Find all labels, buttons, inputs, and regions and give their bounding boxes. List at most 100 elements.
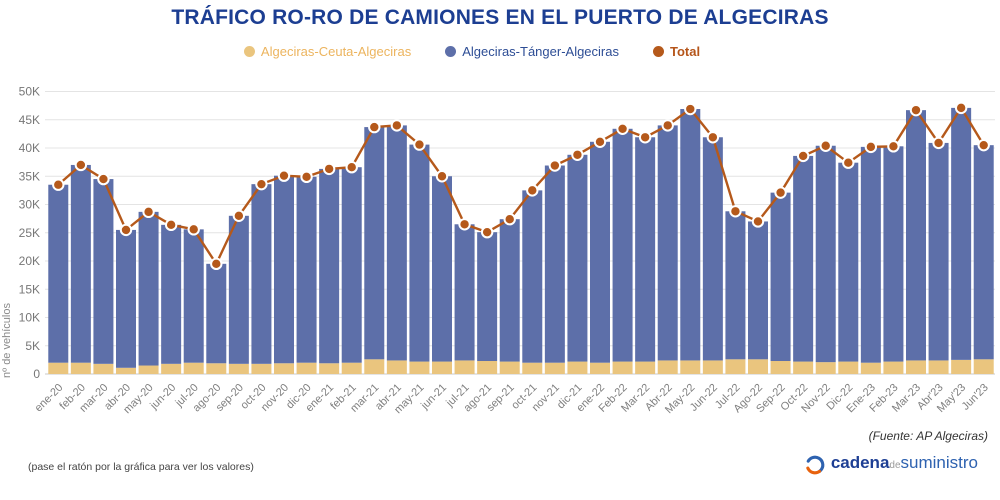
bar-segment-ceuta[interactable] (70, 362, 91, 374)
total-dot[interactable] (526, 184, 539, 197)
legend-item-ceuta[interactable]: Algeciras-Ceuta-Algeciras (243, 44, 411, 59)
bar-segment-tanger[interactable] (590, 141, 610, 363)
total-dot[interactable] (413, 138, 426, 151)
total-dot[interactable] (435, 170, 449, 183)
bar-segment-tanger[interactable] (364, 127, 385, 360)
bar-segment-tanger[interactable] (635, 137, 656, 362)
total-dot[interactable] (616, 122, 629, 135)
bar-segment-tanger[interactable] (838, 162, 859, 362)
total-dot[interactable] (503, 212, 516, 226)
total-dot[interactable] (864, 140, 878, 154)
bar-segment-tanger[interactable] (183, 229, 204, 363)
bar-segment-tanger[interactable] (228, 215, 249, 364)
bar-segment-tanger[interactable] (274, 175, 294, 364)
bar-segment-tanger[interactable] (770, 192, 791, 362)
total-dot[interactable] (187, 223, 200, 236)
total-dot[interactable] (571, 148, 584, 161)
total-dot[interactable] (819, 139, 832, 152)
total-dot[interactable] (887, 140, 900, 153)
bar-segment-ceuta[interactable] (657, 360, 678, 374)
bar-segment-tanger[interactable] (70, 164, 91, 363)
bar-segment-ceuta[interactable] (409, 361, 430, 374)
legend-item-tanger[interactable]: Algeciras-Tánger-Algeciras (445, 44, 619, 59)
stacked-bar-chart[interactable]: 0 5K 10K 15K 20K 25K 30K 35K 40K 45K 50K nº de vehí… (0, 70, 1000, 415)
bar-segment-tanger[interactable] (883, 146, 904, 362)
bar-segment-ceuta[interactable] (93, 363, 114, 374)
bar-segment-tanger[interactable] (680, 109, 701, 361)
bar-segment-tanger[interactable] (928, 142, 949, 361)
bar-segment-tanger[interactable] (454, 224, 475, 361)
cadena-de-suministro-logo[interactable]: cadenadesuministro (804, 452, 978, 477)
bar-segment-ceuta[interactable] (612, 361, 633, 374)
total-dot[interactable] (390, 119, 404, 132)
total-dot[interactable] (164, 218, 178, 232)
bar-segment-tanger[interactable] (725, 211, 746, 360)
total-dot[interactable] (52, 178, 65, 191)
bar-segment-tanger[interactable] (702, 137, 723, 361)
bar-segment-tanger[interactable] (206, 263, 227, 364)
bar-segment-tanger[interactable] (409, 144, 430, 362)
total-dot[interactable] (277, 169, 291, 182)
bar-segment-ceuta[interactable] (748, 359, 768, 374)
bar-segment-tanger[interactable] (793, 155, 814, 362)
total-dot[interactable] (255, 177, 268, 191)
bar-segment-tanger[interactable] (93, 179, 114, 364)
bar-segment-ceuta[interactable] (635, 361, 656, 374)
bar-segment-tanger[interactable] (48, 184, 69, 363)
bar-segment-ceuta[interactable] (770, 361, 791, 374)
bar-segment-ceuta[interactable] (319, 363, 340, 374)
bar-segment-ceuta[interactable] (522, 362, 543, 374)
bar-segment-ceuta[interactable] (386, 360, 407, 374)
bar-segment-ceuta[interactable] (138, 365, 159, 374)
bar-segment-tanger[interactable] (748, 221, 768, 360)
bar-segment-ceuta[interactable] (296, 362, 317, 374)
total-dot[interactable] (729, 205, 742, 218)
bar-segment-ceuta[interactable] (183, 362, 204, 374)
total-dot[interactable] (684, 102, 697, 116)
bar-segment-tanger[interactable] (296, 176, 317, 363)
bar-segment-ceuta[interactable] (906, 360, 926, 374)
bar-segment-ceuta[interactable] (928, 360, 949, 374)
bar-segment-ceuta[interactable] (590, 362, 610, 374)
bar-segment-ceuta[interactable] (48, 362, 69, 374)
bar-segment-tanger[interactable] (860, 146, 881, 363)
bar-segment-tanger[interactable] (341, 167, 362, 363)
bar-segment-tanger[interactable] (251, 184, 272, 364)
bar-segment-ceuta[interactable] (702, 360, 723, 374)
total-dot[interactable] (300, 170, 313, 184)
bar-segment-tanger[interactable] (477, 232, 498, 362)
bar-segment-ceuta[interactable] (973, 359, 994, 374)
total-dot[interactable] (210, 257, 223, 271)
total-dot[interactable] (842, 156, 855, 169)
total-dot[interactable] (119, 223, 133, 237)
bar-segment-ceuta[interactable] (364, 359, 385, 374)
total-dot[interactable] (932, 136, 945, 150)
bar-segment-ceuta[interactable] (454, 360, 475, 374)
bar-segment-ceuta[interactable] (161, 363, 182, 374)
total-dot[interactable] (480, 225, 494, 239)
bar-segment-tanger[interactable] (544, 165, 565, 363)
bar-segment-ceuta[interactable] (838, 361, 859, 374)
bar-segment-tanger[interactable] (657, 125, 678, 361)
bar-segment-ceuta[interactable] (883, 361, 904, 374)
bar-segment-tanger[interactable] (138, 211, 159, 366)
bar-segment-tanger[interactable] (499, 219, 520, 362)
legend-item-total[interactable]: Total (652, 44, 700, 59)
total-dot[interactable] (638, 131, 652, 144)
bar-segment-tanger[interactable] (815, 145, 836, 363)
total-dot[interactable] (661, 119, 674, 132)
total-dot[interactable] (345, 161, 358, 174)
total-dot[interactable] (593, 135, 607, 148)
bar-segment-tanger[interactable] (386, 125, 407, 361)
total-dot[interactable] (97, 172, 110, 186)
bar-segment-ceuta[interactable] (567, 361, 588, 374)
bar-segment-tanger[interactable] (951, 107, 972, 360)
total-dot[interactable] (142, 205, 155, 219)
bar-segment-ceuta[interactable] (680, 360, 701, 374)
total-dot[interactable] (74, 158, 88, 172)
bar-segment-ceuta[interactable] (725, 359, 746, 374)
bar-segment-ceuta[interactable] (860, 362, 881, 374)
total-dot[interactable] (232, 209, 246, 223)
total-dot[interactable] (954, 101, 968, 115)
total-dot[interactable] (458, 218, 471, 231)
